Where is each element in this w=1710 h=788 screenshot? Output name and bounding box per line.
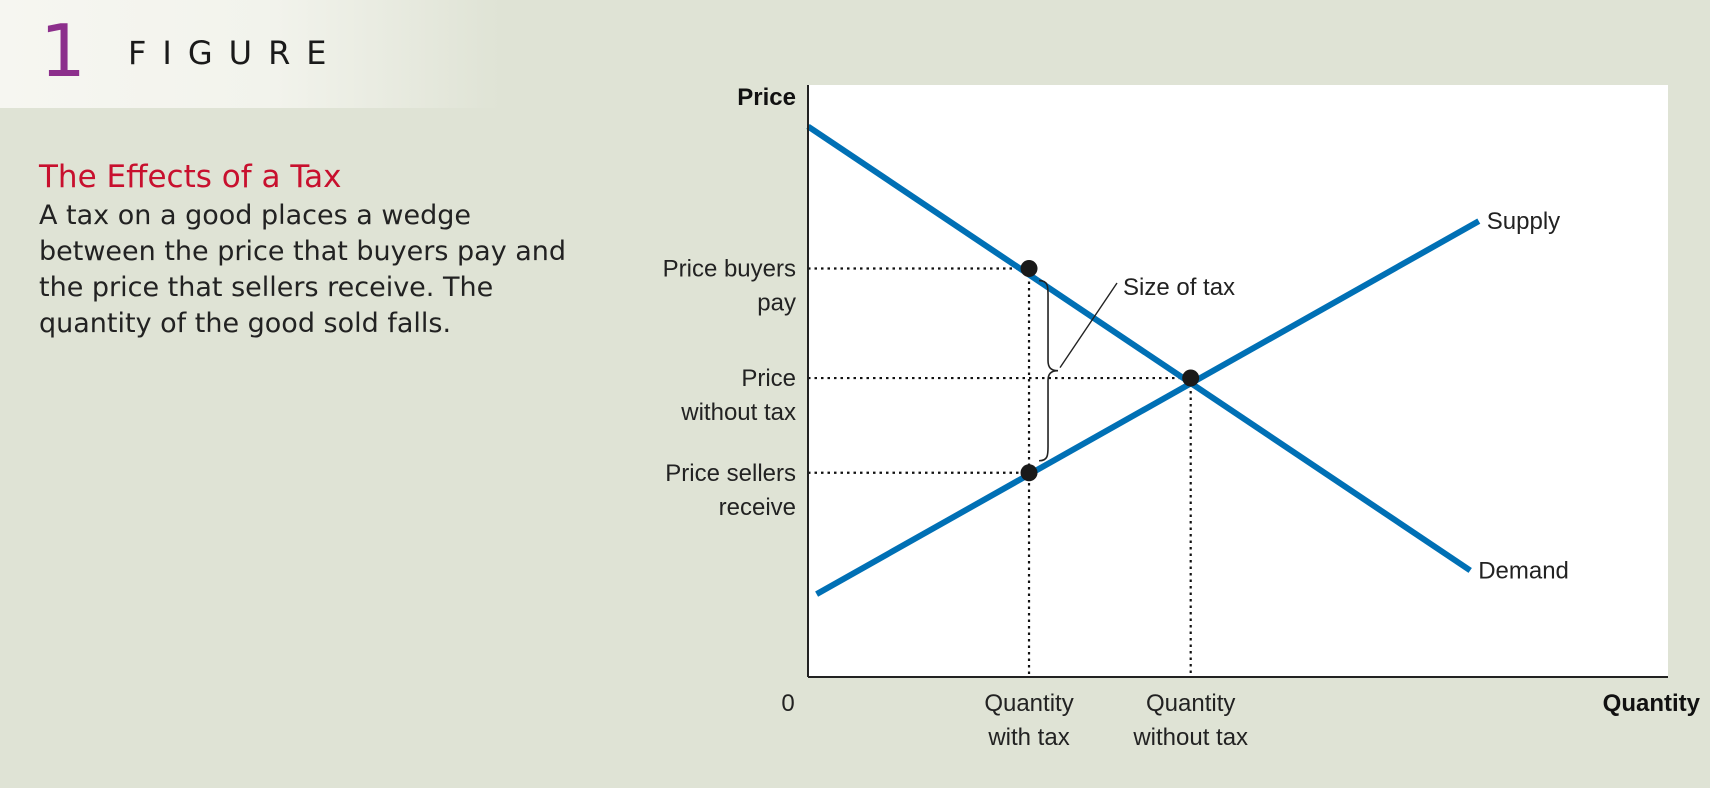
y-tick-label-price-buyers-pay-line1: Price buyers (663, 256, 796, 283)
x-tick-label-quantity-without-tax-line1: Quantity (1146, 690, 1235, 717)
caption-body: A tax on a good places a wedge between t… (39, 200, 567, 339)
y-tick-label-price-without-tax-line1: Price (741, 365, 796, 392)
demand-curve (806, 123, 1472, 573)
x-tick-label-quantity-with-tax-line1: Quantity (984, 690, 1073, 717)
axes (807, 85, 1668, 678)
equilibrium-point (1182, 369, 1200, 387)
supply-curve (815, 218, 1481, 597)
figure-caption: The Effects of a Tax A tax on a good pla… (39, 158, 579, 342)
x-axis-title: Quantity (1603, 690, 1701, 717)
size-of-tax-leader-line (1059, 282, 1118, 369)
supply-label: Supply (1487, 208, 1560, 235)
figure-header-band (0, 0, 500, 108)
size-of-tax-label: Size of tax (1123, 274, 1235, 301)
origin-label: 0 (781, 690, 794, 717)
figure-number: 1 (40, 9, 86, 93)
tax-brace-shape (1038, 279, 1059, 462)
caption-title: The Effects of a Tax (39, 159, 342, 195)
equilibrium-points (1020, 260, 1200, 482)
x-tick-label-quantity-without-tax-line2: without tax (1132, 724, 1248, 751)
tick-labels: Price buyers pay Price without tax Price sel… (663, 256, 1248, 751)
curves: Supply Demand (806, 123, 1569, 597)
dotted-guide-lines (808, 267, 1192, 677)
tax-brace: Size of tax (1038, 274, 1235, 462)
y-tick-label-price-sellers-receive-line2: receive (719, 494, 796, 521)
y-axis-title: Price (737, 84, 796, 111)
price-sellers-receive-point (1020, 464, 1038, 482)
price-buyers-pay-point (1020, 260, 1038, 278)
plot-area (808, 85, 1668, 677)
figure-label: FIGURE (128, 34, 343, 72)
demand-label: Demand (1478, 557, 1569, 584)
y-tick-label-price-buyers-pay-line2: pay (757, 290, 796, 317)
y-tick-label-price-without-tax-line2: without tax (680, 399, 796, 426)
y-tick-label-price-sellers-receive-line1: Price sellers (665, 460, 796, 487)
x-tick-label-quantity-with-tax-line2: with tax (987, 724, 1069, 751)
